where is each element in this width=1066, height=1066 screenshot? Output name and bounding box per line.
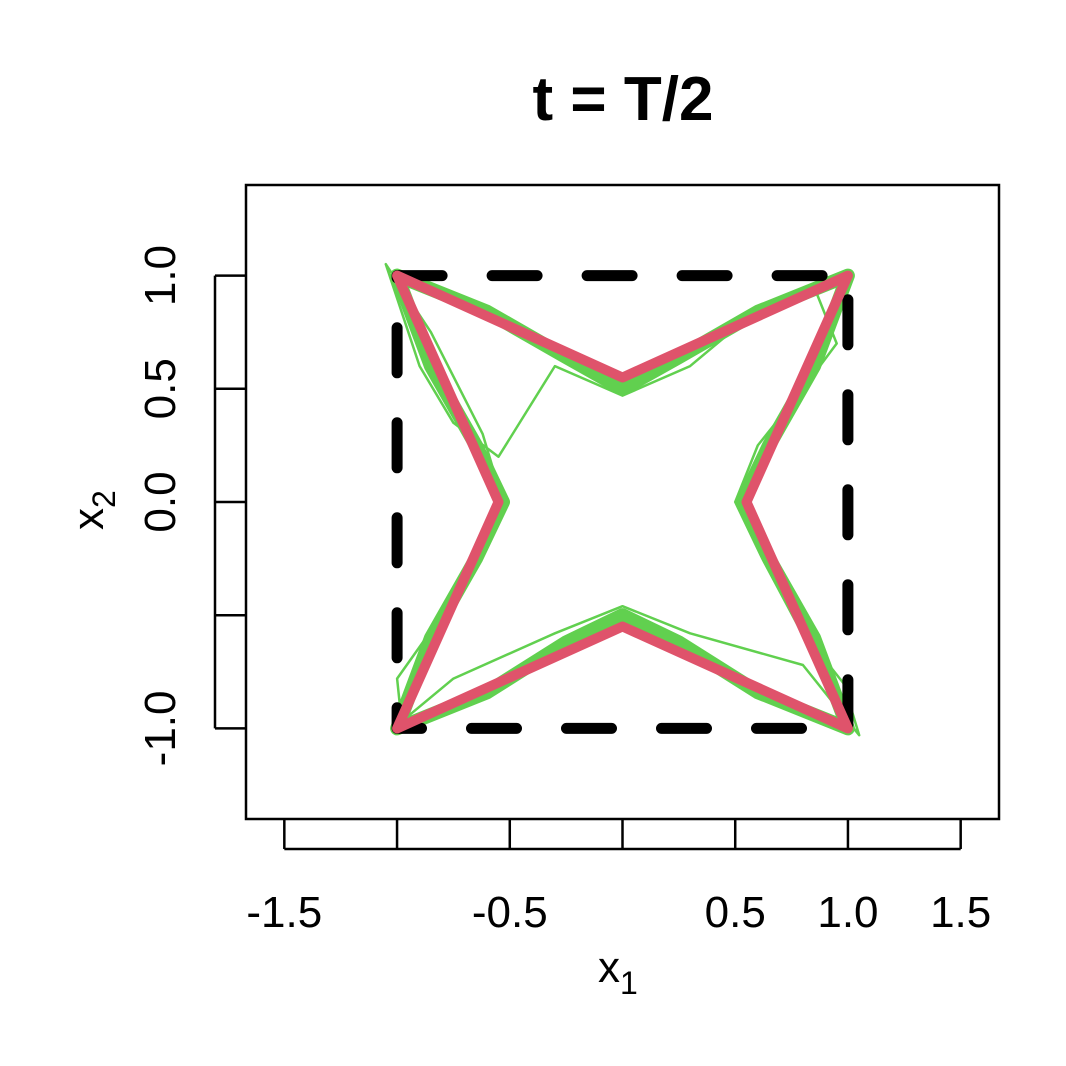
series-line bbox=[384, 262, 861, 737]
series-line bbox=[390, 268, 855, 736]
y-label-sub: 2 bbox=[86, 490, 122, 508]
y-tick-label: 0.5 bbox=[136, 358, 185, 419]
x-tick-label: -0.5 bbox=[472, 888, 548, 937]
x-tick-label: 1.0 bbox=[817, 888, 878, 937]
series-line bbox=[392, 270, 853, 734]
x-tick-label: 1.5 bbox=[930, 888, 991, 937]
x-label-main: x bbox=[598, 943, 620, 992]
x-tick-label: -1.5 bbox=[246, 888, 322, 937]
x-tick-label: 0.5 bbox=[705, 888, 766, 937]
y-axis-label: x2 bbox=[64, 490, 122, 530]
series-line bbox=[391, 270, 854, 734]
x-axis-label: x1 bbox=[598, 943, 638, 1001]
x-label-sub: 1 bbox=[620, 965, 638, 1001]
y-tick-label: -1.0 bbox=[136, 691, 185, 767]
y-label-main: x bbox=[64, 508, 113, 530]
y-tick-label: 0.0 bbox=[136, 471, 185, 532]
chart-title: t = T/2 bbox=[533, 65, 714, 134]
y-tick-label: 1.0 bbox=[136, 245, 185, 306]
